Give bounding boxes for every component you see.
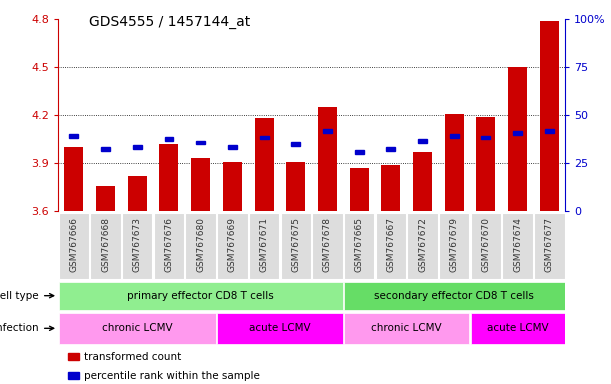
Text: cell type: cell type <box>0 291 54 301</box>
Bar <box>223 162 242 211</box>
Bar <box>196 141 205 144</box>
Bar <box>349 168 368 211</box>
Bar <box>445 114 464 211</box>
Text: GSM767674: GSM767674 <box>513 217 522 271</box>
Bar <box>344 282 565 310</box>
Bar <box>122 213 153 279</box>
Bar <box>291 142 300 146</box>
Bar <box>186 213 216 279</box>
Bar <box>477 117 496 211</box>
Bar <box>133 146 142 149</box>
Bar <box>323 129 332 133</box>
Text: GSM767670: GSM767670 <box>481 217 491 272</box>
Bar <box>260 136 268 139</box>
Bar <box>164 137 174 141</box>
Bar <box>59 282 343 310</box>
Bar <box>128 176 147 211</box>
Bar <box>90 213 121 279</box>
Bar <box>545 129 554 133</box>
Bar <box>413 152 432 211</box>
Text: secondary effector CD8 T cells: secondary effector CD8 T cells <box>375 291 534 301</box>
Text: percentile rank within the sample: percentile rank within the sample <box>84 371 260 381</box>
Bar <box>64 147 84 211</box>
Text: GSM767677: GSM767677 <box>545 217 554 272</box>
Bar <box>280 213 311 279</box>
Bar <box>418 139 427 142</box>
Text: chronic LCMV: chronic LCMV <box>102 323 172 333</box>
Bar <box>68 353 79 360</box>
Bar <box>381 165 400 211</box>
Text: acute LCMV: acute LCMV <box>249 323 311 333</box>
Text: acute LCMV: acute LCMV <box>487 323 549 333</box>
Bar <box>344 313 469 344</box>
Bar <box>318 107 337 211</box>
Text: chronic LCMV: chronic LCMV <box>371 323 442 333</box>
Bar <box>59 313 216 344</box>
Text: GSM767675: GSM767675 <box>291 217 300 272</box>
Bar <box>191 158 210 211</box>
Bar <box>154 213 184 279</box>
Bar <box>408 213 437 279</box>
Bar <box>470 213 501 279</box>
Bar <box>534 213 565 279</box>
Text: GSM767665: GSM767665 <box>354 217 364 272</box>
Bar <box>59 213 89 279</box>
Bar <box>450 134 459 138</box>
Bar <box>344 213 375 279</box>
Bar <box>439 213 469 279</box>
Text: GSM767680: GSM767680 <box>196 217 205 272</box>
Bar <box>287 162 306 211</box>
Text: GSM767669: GSM767669 <box>228 217 237 272</box>
Text: GSM767668: GSM767668 <box>101 217 110 272</box>
Text: GSM767673: GSM767673 <box>133 217 142 272</box>
Text: GSM767679: GSM767679 <box>450 217 459 272</box>
Bar <box>540 21 559 211</box>
Bar <box>228 146 237 149</box>
Bar <box>70 134 78 138</box>
Bar <box>502 213 533 279</box>
Bar <box>96 185 115 211</box>
Text: GSM767667: GSM767667 <box>386 217 395 272</box>
Bar <box>470 313 565 344</box>
Bar <box>159 144 178 211</box>
Text: infection: infection <box>0 323 54 333</box>
Bar <box>255 118 274 211</box>
Text: transformed count: transformed count <box>84 352 181 362</box>
Bar <box>481 136 491 139</box>
Bar <box>249 213 279 279</box>
Bar <box>68 372 79 379</box>
Bar <box>101 147 110 151</box>
Bar <box>217 213 247 279</box>
Bar <box>508 67 527 211</box>
Text: primary effector CD8 T cells: primary effector CD8 T cells <box>127 291 274 301</box>
Text: GSM767672: GSM767672 <box>418 217 427 271</box>
Bar <box>386 147 395 151</box>
Text: GSM767676: GSM767676 <box>164 217 174 272</box>
Bar <box>376 213 406 279</box>
Bar <box>217 313 343 344</box>
Bar <box>312 213 343 279</box>
Bar <box>355 150 364 154</box>
Text: GDS4555 / 1457144_at: GDS4555 / 1457144_at <box>89 15 250 29</box>
Text: GSM767678: GSM767678 <box>323 217 332 272</box>
Bar <box>513 131 522 134</box>
Text: GSM767671: GSM767671 <box>260 217 269 272</box>
Text: GSM767666: GSM767666 <box>70 217 78 272</box>
